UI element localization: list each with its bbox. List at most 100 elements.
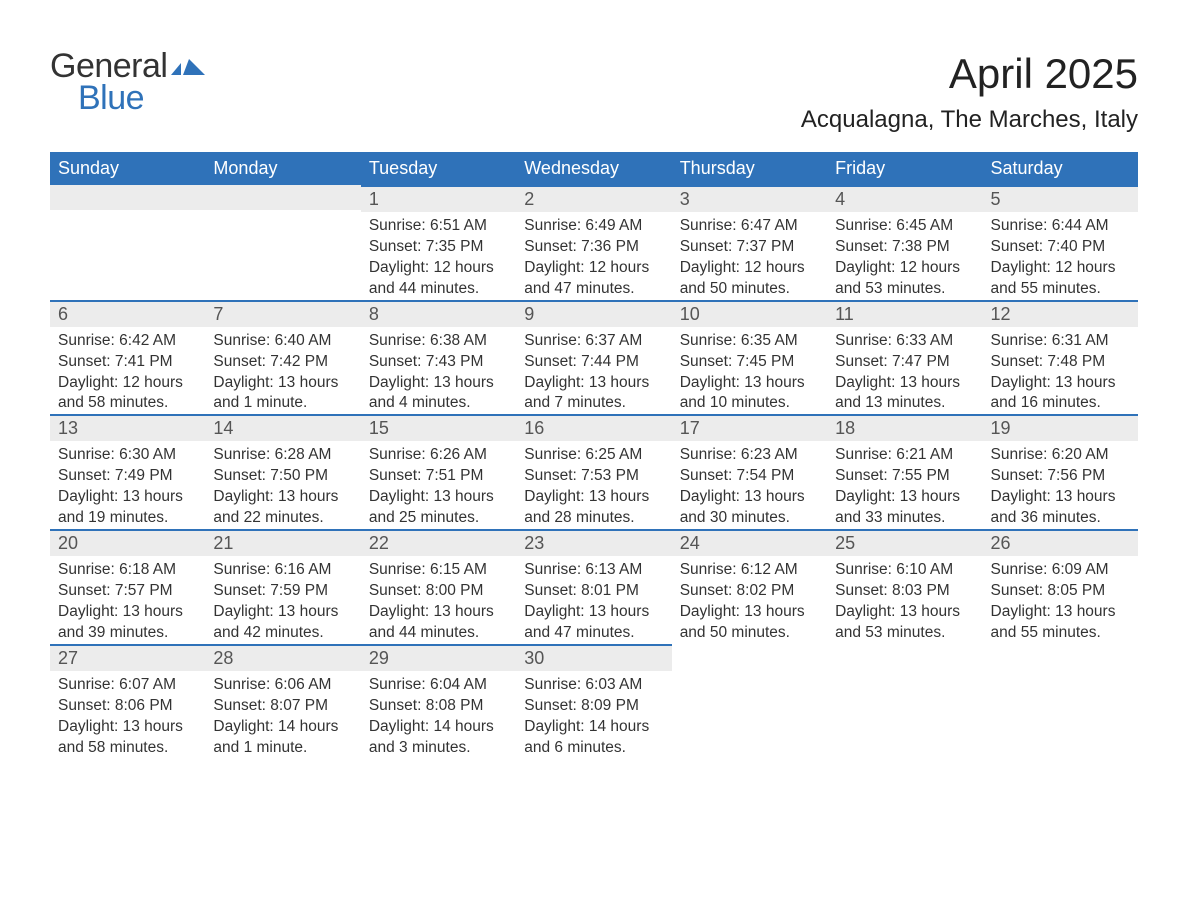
weekday-header: Wednesday [516,152,671,185]
sunrise-text: Sunrise: 6:28 AM [213,445,352,466]
daylight1-text: Daylight: 13 hours [369,373,508,394]
sunset-text: Sunset: 7:37 PM [680,237,819,258]
sunrise-text: Sunrise: 6:10 AM [835,560,974,581]
sunset-text: Sunset: 8:06 PM [58,696,197,717]
daylight2-text: and 30 minutes. [680,508,819,529]
daylight1-text: Daylight: 13 hours [680,487,819,508]
sunset-text: Sunset: 8:07 PM [213,696,352,717]
calendar-cell: 21 Sunrise: 6:16 AMSunset: 7:59 PMDayligh… [205,529,360,644]
calendar-cell: 22Sunrise: 6:15 AMSunset: 8:00 PMDayligh… [361,529,516,644]
weekday-header: Tuesday [361,152,516,185]
calendar-cell: 27Sunrise: 6:07 AMSunset: 8:06 PMDayligh… [50,644,205,759]
daylight2-text: and 53 minutes. [835,623,974,644]
calendar-cell: 9Sunrise: 6:37 AMSunset: 7:44 PMDaylight… [516,300,671,415]
calendar-cell [50,185,205,300]
daylight2-text: and 6 minutes. [524,738,663,759]
day-content: Sunrise: 6:45 AMSunset: 7:38 PMDaylight:… [827,216,982,300]
day-content: Sunrise: 6:09 AMSunset: 8:05 PMDaylight:… [983,560,1138,644]
day-number: 19 [983,414,1138,441]
day-number: 22 [361,529,516,556]
daylight2-text: and 33 minutes. [835,508,974,529]
calendar-cell: 18 Sunrise: 6:21 AMSunset: 7:55 PMDayligh… [827,414,982,529]
daylight1-text: Daylight: 13 hours [524,487,663,508]
day-content: Sunrise: 6:10 AMSunset: 8:03 PMDaylight:… [827,560,982,644]
sunrise-text: Sunrise: 6:49 AM [524,216,663,237]
day-number: 30 [516,644,671,671]
sunset-text: Sunset: 8:03 PM [835,581,974,602]
daylight1-text: Daylight: 14 hours [524,717,663,738]
day-content: Sunrise: 6:30 AMSunset: 7:49 PMDaylight:… [50,445,205,529]
sunrise-text: Sunrise: 6:33 AM [835,331,974,352]
daylight2-text: and 55 minutes. [991,279,1130,300]
sunset-text: Sunset: 7:59 PM [213,581,352,602]
day-content: Sunrise: 6:04 AMSunset: 8:08 PMDaylight:… [361,675,516,759]
daylight2-text: and 44 minutes. [369,623,508,644]
sunset-text: Sunset: 7:55 PM [835,466,974,487]
daylight2-text: and 50 minutes. [680,623,819,644]
sunrise-text: Sunrise: 6:47 AM [680,216,819,237]
daylight1-text: Daylight: 13 hours [524,373,663,394]
sunrise-text: Sunrise: 6:20 AM [991,445,1130,466]
sunset-text: Sunset: 7:48 PM [991,352,1130,373]
daylight2-text: and 22 minutes. [213,508,352,529]
daylight2-text: and 47 minutes. [524,623,663,644]
daylight2-text: and 1 minute. [213,738,352,759]
daylight2-text: and 10 minutes. [680,393,819,414]
day-content: Sunrise: 6:06 AMSunset: 8:07 PMDaylight:… [205,675,360,759]
day-content: Sunrise: 6:16 AMSunset: 7:59 PMDaylight:… [205,560,360,644]
logo-general-text: General [50,50,205,82]
calendar-week-row: 20Sunrise: 6:18 AMSunset: 7:57 PMDayligh… [50,529,1138,644]
calendar-cell: 25 Sunrise: 6:10 AMSunset: 8:03 PMDayligh… [827,529,982,644]
daylight1-text: Daylight: 13 hours [991,602,1130,623]
sunrise-text: Sunrise: 6:44 AM [991,216,1130,237]
calendar-cell: 28Sunrise: 6:06 AMSunset: 8:07 PMDayligh… [205,644,360,759]
day-number: 21 [205,529,360,556]
daylight2-text: and 1 minute. [213,393,352,414]
day-number: 16 [516,414,671,441]
sunrise-text: Sunrise: 6:13 AM [524,560,663,581]
daylight1-text: Daylight: 13 hours [213,487,352,508]
daylight1-text: Daylight: 13 hours [680,373,819,394]
day-content: Sunrise: 6:28 AMSunset: 7:50 PMDaylight:… [205,445,360,529]
sunrise-text: Sunrise: 6:15 AM [369,560,508,581]
calendar-cell: 5Sunrise: 6:44 AMSunset: 7:40 PMDaylight… [983,185,1138,300]
daylight2-text: and 3 minutes. [369,738,508,759]
calendar-cell: 1Sunrise: 6:51 AMSunset: 7:35 PMDaylight… [361,185,516,300]
sunrise-text: Sunrise: 6:51 AM [369,216,508,237]
daylight1-text: Daylight: 13 hours [213,602,352,623]
day-number: 6 [50,300,205,327]
day-content: Sunrise: 6:35 AMSunset: 7:45 PMDaylight:… [672,331,827,415]
sunrise-text: Sunrise: 6:30 AM [58,445,197,466]
day-content: Sunrise: 6:40 AMSunset: 7:42 PMDaylight:… [205,331,360,415]
day-number: 27 [50,644,205,671]
day-content: Sunrise: 6:21 AMSunset: 7:55 PMDaylight:… [827,445,982,529]
day-number: 24 [672,529,827,556]
day-number: 13 [50,414,205,441]
day-number: 3 [672,185,827,212]
day-content: Sunrise: 6:33 AMSunset: 7:47 PMDaylight:… [827,331,982,415]
daylight1-text: Daylight: 12 hours [58,373,197,394]
daylight2-text: and 28 minutes. [524,508,663,529]
calendar-cell: 4Sunrise: 6:45 AMSunset: 7:38 PMDaylight… [827,185,982,300]
day-number: 17 [672,414,827,441]
sunset-text: Sunset: 7:53 PM [524,466,663,487]
sunset-text: Sunset: 7:35 PM [369,237,508,258]
day-number: 18 [827,414,982,441]
daylight1-text: Daylight: 13 hours [680,602,819,623]
calendar-cell: 13 Sunrise: 6:30 AMSunset: 7:49 PMDayligh… [50,414,205,529]
sunset-text: Sunset: 7:54 PM [680,466,819,487]
sunset-text: Sunset: 7:45 PM [680,352,819,373]
calendar-cell [983,644,1138,759]
calendar-cell: 2Sunrise: 6:49 AMSunset: 7:36 PMDaylight… [516,185,671,300]
daylight2-text: and 58 minutes. [58,393,197,414]
day-number: 25 [827,529,982,556]
calendar-cell [827,644,982,759]
weekday-header: Thursday [672,152,827,185]
day-number: 1 [361,185,516,212]
daylight1-text: Daylight: 13 hours [835,487,974,508]
daylight1-text: Daylight: 12 hours [524,258,663,279]
day-content: Sunrise: 6:47 AMSunset: 7:37 PMDaylight:… [672,216,827,300]
daylight2-text: and 7 minutes. [524,393,663,414]
sunset-text: Sunset: 7:47 PM [835,352,974,373]
title-month: April 2025 [801,50,1138,98]
